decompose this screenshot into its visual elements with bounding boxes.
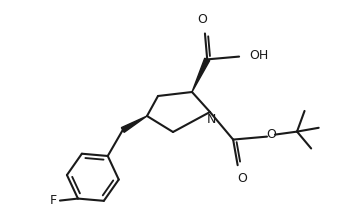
Text: F: F [50, 194, 56, 207]
Text: OH: OH [249, 49, 268, 62]
Text: O: O [238, 172, 248, 185]
Text: O: O [197, 13, 207, 26]
Text: O: O [266, 128, 276, 141]
Polygon shape [121, 116, 147, 132]
Polygon shape [192, 58, 210, 92]
Text: N: N [206, 112, 216, 125]
